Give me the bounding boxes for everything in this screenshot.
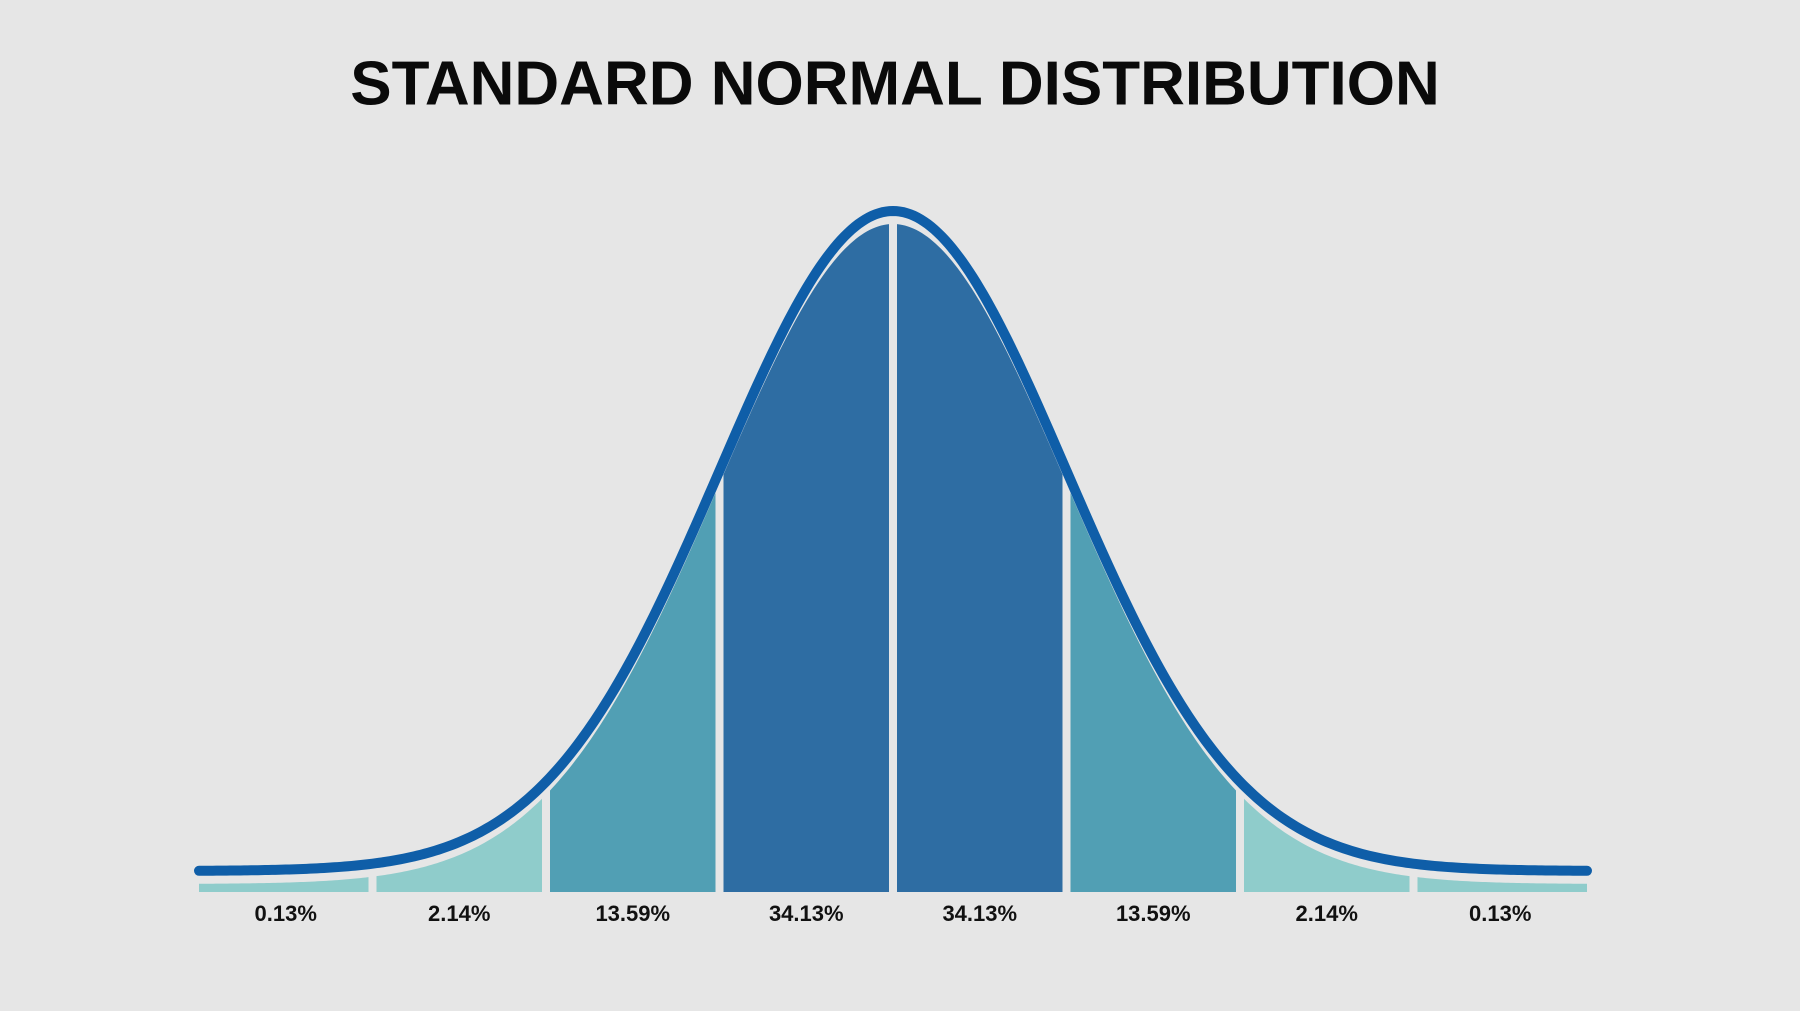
value-label: 0.13% xyxy=(1469,901,1531,926)
curve xyxy=(194,205,1592,876)
segment xyxy=(376,798,542,892)
value-label: 13.59% xyxy=(595,901,670,926)
value-label: 2.14% xyxy=(1296,901,1358,926)
value-label: 13.59% xyxy=(1116,901,1191,926)
segment xyxy=(1070,492,1236,892)
value-label: 34.13% xyxy=(942,901,1017,926)
value-label: 0.13% xyxy=(255,901,317,926)
value-label: 34.13% xyxy=(769,901,844,926)
segment xyxy=(897,224,1063,892)
chart-title: STANDARD NORMAL DISTRIBUTION xyxy=(350,49,1440,118)
segment xyxy=(723,224,889,892)
segment xyxy=(1244,798,1410,892)
segment xyxy=(550,492,716,892)
value-label: 2.14% xyxy=(428,901,490,926)
segment xyxy=(1417,877,1587,892)
segment xyxy=(199,877,369,892)
